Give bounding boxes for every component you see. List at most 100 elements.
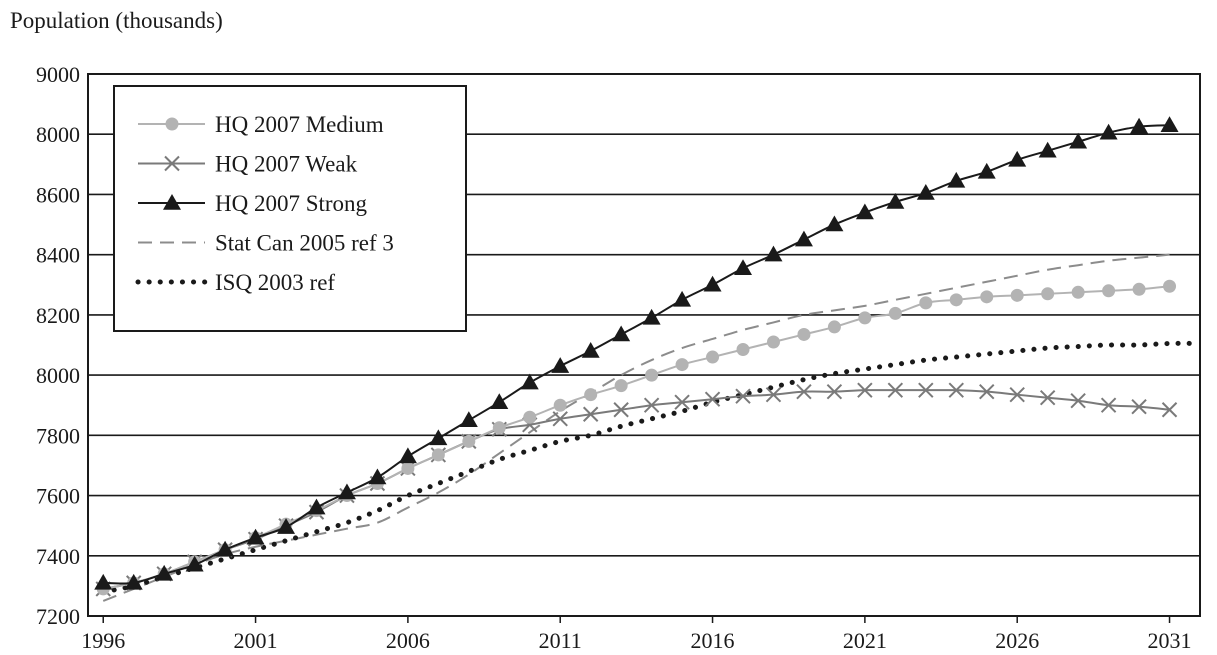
circle-marker: [431, 448, 445, 462]
y-tick-label: 8000: [36, 122, 80, 147]
triangle-marker: [642, 308, 661, 325]
circle-marker: [401, 461, 415, 475]
x-marker: [1161, 402, 1178, 418]
circle-marker: [614, 379, 628, 393]
circle-marker: [858, 311, 872, 325]
triangle-marker: [947, 171, 966, 188]
x-tick-label: 2026: [995, 628, 1039, 653]
x-tick-label: 2016: [691, 628, 735, 653]
y-tick-label: 7800: [36, 423, 80, 448]
y-tick-label: 9000: [36, 62, 80, 87]
x-marker: [765, 386, 782, 403]
x-marker: [979, 383, 995, 400]
legend-entry: ISQ 2003 ref: [135, 270, 335, 295]
circle-marker: [584, 388, 598, 402]
series-layer: [94, 116, 1203, 602]
circle-marker: [1163, 279, 1177, 293]
triangle-marker: [216, 540, 235, 557]
triangle-marker: [794, 230, 813, 247]
circle-marker: [766, 335, 780, 349]
x-marker: [552, 411, 568, 427]
x-marker: [796, 383, 812, 400]
x-marker: [1100, 397, 1117, 413]
triangle-marker: [337, 483, 356, 500]
triangle-marker: [734, 259, 753, 275]
x-tick-label: 2006: [386, 628, 430, 653]
y-tick-label: 7400: [36, 544, 80, 569]
circle-marker: [706, 350, 720, 364]
series-line: [102, 253, 1170, 602]
triangle-marker: [307, 498, 326, 515]
legend-label: HQ 2007 Medium: [215, 112, 384, 137]
x-marker: [918, 382, 934, 398]
legend-label: HQ 2007 Weak: [215, 152, 358, 177]
legend-label: HQ 2007 Strong: [215, 191, 368, 216]
circle-marker: [919, 296, 933, 310]
circle-marker: [736, 343, 750, 357]
legend: HQ 2007 Medium HQ 2007 Weak HQ 2007 Strong…: [113, 85, 467, 332]
series-4: [100, 340, 1203, 595]
triangle-marker: [1008, 150, 1027, 167]
x-marker: [735, 388, 751, 404]
legend-label: ISQ 2003 ref: [215, 270, 335, 295]
circle-marker: [1102, 284, 1116, 298]
triangle-marker: [124, 573, 143, 590]
triangle-marker: [429, 429, 448, 446]
x-marker: [704, 391, 721, 407]
legend-label: Stat Can 2005 ref 3: [215, 231, 394, 256]
triangle-marker: [490, 393, 509, 409]
x-marker: [1070, 392, 1086, 409]
triangle-marker: [520, 373, 539, 390]
x-marker: [674, 394, 690, 410]
y-tick-label: 8000: [36, 363, 80, 388]
triangle-marker: [916, 183, 935, 200]
circle-marker: [949, 293, 963, 307]
x-marker: [887, 382, 904, 398]
triangle-marker: [673, 290, 692, 307]
triangle-marker: [398, 447, 417, 464]
series-line: [100, 340, 1203, 595]
triangle-marker: [1038, 141, 1057, 158]
triangle-marker: [277, 518, 296, 534]
x-marker: [613, 402, 629, 418]
triangle-marker: [155, 564, 174, 581]
triangle-marker: [368, 468, 387, 485]
circle-marker: [553, 398, 567, 412]
triangle-marker: [977, 162, 996, 179]
circle-marker: [797, 327, 811, 341]
triangle-marker: [825, 215, 844, 232]
x-marker: [826, 383, 843, 400]
x-tick-label: 2001: [234, 628, 278, 653]
triangle-marker: [764, 245, 783, 262]
x-marker: [857, 382, 873, 398]
y-axis-label: Population (thousands): [10, 8, 223, 33]
y-tick-label: 7200: [36, 604, 80, 629]
circle-marker: [827, 320, 841, 334]
y-tick-label: 8200: [36, 303, 80, 328]
x-tick-label: 2021: [843, 628, 887, 653]
series-0: [96, 279, 1177, 596]
circle-marker: [888, 306, 902, 320]
circle-marker: [165, 117, 179, 131]
plot-frame: [87, 73, 1201, 617]
triangle-marker: [94, 573, 113, 590]
x-marker: [948, 382, 964, 398]
circle-marker: [980, 290, 994, 304]
circle-marker: [1132, 282, 1146, 296]
circle-marker: [675, 358, 689, 372]
circle-marker: [645, 368, 659, 382]
triangle-marker: [703, 275, 722, 292]
triangle-marker: [1069, 132, 1088, 149]
circle-marker: [1071, 285, 1085, 299]
x-marker: [643, 397, 660, 413]
circle-marker: [523, 410, 537, 424]
x-marker: [1009, 386, 1025, 403]
triangle-marker: [612, 325, 631, 342]
legend-entry: HQ 2007 Strong: [138, 191, 368, 216]
circle-marker: [1010, 288, 1024, 302]
circle-marker: [462, 434, 476, 448]
series-1: [95, 382, 1178, 597]
y-tick-label: 8600: [36, 182, 80, 207]
triangle-marker: [1130, 117, 1149, 134]
